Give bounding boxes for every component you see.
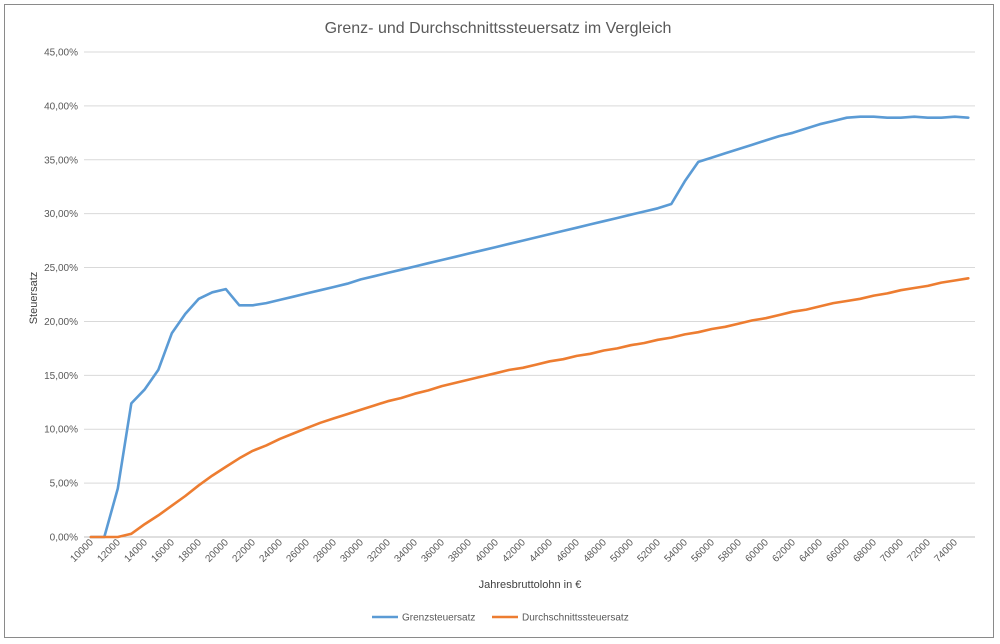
x-tick-label: 24000 bbox=[257, 537, 285, 565]
x-tick-label: 50000 bbox=[608, 537, 636, 565]
series-line-durchschnittssteuersatz bbox=[89, 276, 970, 539]
x-tick-label: 14000 bbox=[122, 537, 150, 565]
x-tick-label: 60000 bbox=[743, 537, 771, 565]
x-axis-ticks: 10000 12000 14000 16000 18000 20000 22000 24000… bbox=[68, 537, 960, 565]
x-tick-label: 20000 bbox=[203, 537, 231, 565]
grid-layer bbox=[84, 51, 975, 538]
x-tick-label: 58000 bbox=[716, 537, 744, 565]
y-tick-label: 0,00% bbox=[50, 533, 78, 544]
x-tick-label: 36000 bbox=[419, 537, 447, 565]
x-tick-label: 66000 bbox=[824, 537, 852, 565]
x-tick-label: 32000 bbox=[365, 537, 393, 565]
legend-label: Durchschnittssteuersatz bbox=[522, 613, 629, 624]
x-tick-label: 64000 bbox=[797, 537, 825, 565]
y-tick-label: 20,00% bbox=[44, 317, 78, 328]
x-tick-label: 34000 bbox=[392, 537, 420, 565]
legend: Grenzsteuersatz Durchschnittssteuersatz bbox=[372, 613, 629, 624]
series-line-grenzsteuersatz bbox=[89, 115, 970, 539]
x-tick-label: 28000 bbox=[311, 537, 339, 565]
x-tick-label: 56000 bbox=[689, 537, 717, 565]
y-axis-ticks: 0,00% 5,00% 10,00% 15,00% 20,00% 25,00% 30,00%… bbox=[44, 48, 78, 544]
x-tick-label: 48000 bbox=[581, 537, 609, 565]
x-tick-label: 38000 bbox=[446, 537, 474, 565]
y-tick-label: 45,00% bbox=[44, 48, 78, 59]
x-tick-label: 62000 bbox=[770, 537, 798, 565]
x-tick-label: 70000 bbox=[878, 537, 906, 565]
y-tick-label: 10,00% bbox=[44, 425, 78, 436]
y-tick-label: 30,00% bbox=[44, 209, 78, 220]
x-tick-label: 40000 bbox=[473, 537, 501, 565]
x-tick-label: 18000 bbox=[176, 537, 204, 565]
x-tick-label: 22000 bbox=[230, 537, 258, 565]
y-tick-label: 35,00% bbox=[44, 155, 78, 166]
series-layer bbox=[89, 115, 970, 539]
y-tick-label: 15,00% bbox=[44, 371, 78, 382]
x-tick-label: 42000 bbox=[500, 537, 528, 565]
x-tick-label: 26000 bbox=[284, 537, 312, 565]
x-tick-label: 12000 bbox=[95, 537, 123, 565]
x-tick-label: 54000 bbox=[662, 537, 690, 565]
x-tick-label: 68000 bbox=[851, 537, 879, 565]
x-tick-label: 16000 bbox=[149, 537, 177, 565]
y-tick-label: 25,00% bbox=[44, 263, 78, 274]
y-tick-label: 40,00% bbox=[44, 101, 78, 112]
x-tick-label: 52000 bbox=[635, 537, 663, 565]
x-tick-label: 44000 bbox=[527, 537, 555, 565]
x-tick-label: 72000 bbox=[905, 537, 933, 565]
x-tick-label: 46000 bbox=[554, 537, 582, 565]
legend-label: Grenzsteuersatz bbox=[402, 613, 475, 624]
x-axis-title: Jahresbruttolohn in € bbox=[479, 579, 582, 591]
x-tick-label: 30000 bbox=[338, 537, 366, 565]
y-axis-title: Steuersatz bbox=[28, 272, 40, 325]
y-tick-label: 5,00% bbox=[50, 479, 78, 490]
chart-title: Grenz- und Durchschnittssteuersatz im Ve… bbox=[325, 20, 672, 37]
x-tick-label: 74000 bbox=[932, 537, 960, 565]
